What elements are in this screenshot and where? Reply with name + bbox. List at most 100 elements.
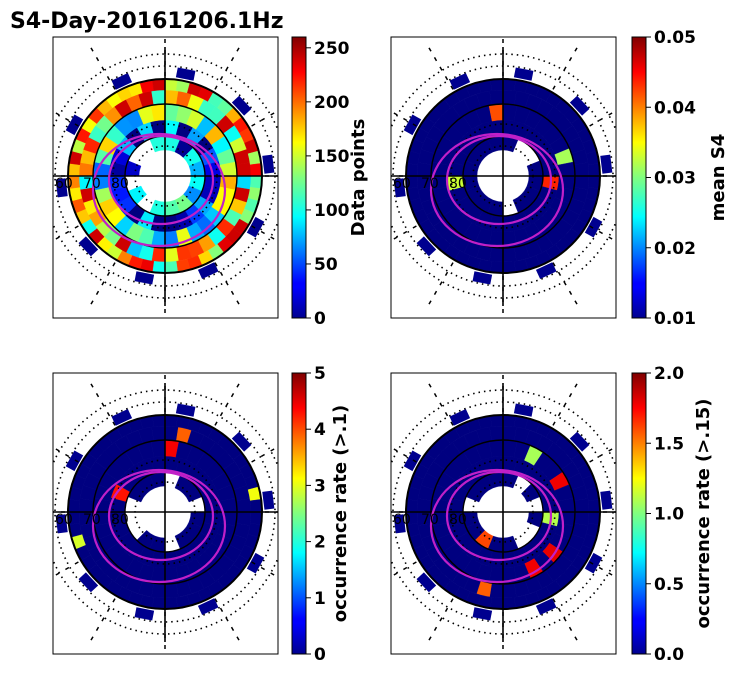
azimuth-spoke xyxy=(89,598,116,643)
azimuth-spoke xyxy=(589,109,616,127)
overlay-contour xyxy=(445,134,553,226)
heatmap-cell xyxy=(393,514,406,534)
azimuth-spoke xyxy=(427,598,454,643)
heatmap-cell xyxy=(513,67,534,81)
elevation-label: 60 xyxy=(55,512,73,528)
azimuth-spoke xyxy=(427,381,454,426)
heatmap-cell xyxy=(472,271,493,285)
colorbar-tick-label: 0.05 xyxy=(654,28,696,48)
azimuth-spoke xyxy=(251,225,278,243)
heatmap-cell xyxy=(490,414,504,427)
elevation-label: 70 xyxy=(421,512,439,528)
colorbar-bar xyxy=(291,372,307,655)
azimuth-spoke xyxy=(89,381,116,426)
overlay-contour xyxy=(91,468,227,584)
azimuth-spoke xyxy=(391,561,417,578)
azimuth-spoke xyxy=(214,45,241,90)
colorbar-bar xyxy=(291,36,307,319)
heatmap-cell xyxy=(151,89,166,106)
colorbar-label: Data points xyxy=(348,119,369,237)
heatmap-cell xyxy=(65,114,84,136)
heatmap-cell xyxy=(246,552,265,574)
polar-plot-area: 60 70 80 xyxy=(53,373,278,654)
heatmap-cell xyxy=(535,262,557,279)
azimuth-spoke xyxy=(427,262,454,307)
azimuth-spoke xyxy=(391,446,417,463)
heatmap-cell xyxy=(164,261,178,274)
azimuth-spoke xyxy=(53,110,79,127)
elevation-label: 60 xyxy=(393,512,411,528)
overlay-contour xyxy=(445,470,553,562)
colorbar-tick-label: 2 xyxy=(314,533,326,553)
heatmap-cell xyxy=(67,499,80,513)
heatmap-cell xyxy=(584,552,603,574)
heatmap-cell xyxy=(197,598,219,615)
colorbar-tick-label: 1.0 xyxy=(654,505,684,525)
azimuth-spoke xyxy=(552,598,579,643)
heatmap-cell xyxy=(231,95,252,116)
azimuth-spoke xyxy=(214,381,241,426)
heatmap-cell xyxy=(152,414,166,427)
heatmap-cell xyxy=(262,490,275,510)
heatmap-cell xyxy=(250,511,263,525)
heatmap-cell xyxy=(134,271,155,285)
heatmap-cell xyxy=(573,162,590,177)
heatmap-cell xyxy=(175,403,196,417)
heatmap-cell xyxy=(134,607,155,621)
colorbar-tick-label: 50 xyxy=(314,255,338,275)
heatmap-cell xyxy=(250,175,263,189)
overlay-contour xyxy=(429,132,565,248)
heatmap-cell xyxy=(152,261,166,274)
heatmap-cell xyxy=(588,511,601,525)
elevation-label: 70 xyxy=(421,176,439,192)
heatmap-cell xyxy=(164,414,178,427)
colorbar-tick-label: 0.0 xyxy=(654,645,684,665)
heatmap-cell xyxy=(403,450,422,472)
heatmap-cell xyxy=(164,246,179,263)
azimuth-spoke xyxy=(552,381,579,426)
colorbar-tick-label: 3 xyxy=(314,476,326,496)
heatmap-cell xyxy=(250,499,263,513)
heatmap-cell xyxy=(600,490,613,510)
elevation-label: 80 xyxy=(449,176,467,192)
heatmap-cell xyxy=(472,607,493,621)
azimuth-spoke xyxy=(53,225,79,242)
polar-panel-3: 60 70 80 0 1 2 3 4 5 occurrence rate (>.1) xyxy=(52,364,351,665)
figure-title: S4-Day-20161206.1Hz xyxy=(10,9,284,34)
overlay-contour xyxy=(91,132,227,248)
colorbar: 0.0 0.5 1.0 1.5 2.0 occurrence rate (>.15) xyxy=(631,364,714,665)
heatmap-cell xyxy=(67,163,80,177)
colorbar-tick-label: 0.01 xyxy=(654,309,696,329)
heatmap-cell xyxy=(246,216,265,238)
heatmap-cell xyxy=(416,572,437,593)
heatmap-cell xyxy=(588,499,601,513)
heatmap-cell xyxy=(262,154,275,174)
colorbar-tick-label: 1 xyxy=(314,589,326,609)
heatmap-cell xyxy=(588,163,601,177)
colorbar-tick-label: 0 xyxy=(314,309,326,329)
heatmap-cell xyxy=(78,236,99,257)
heatmap-cell xyxy=(489,425,504,442)
heatmap-cell xyxy=(164,597,178,610)
heatmap-cell xyxy=(588,175,601,189)
heatmap-cell xyxy=(175,67,196,81)
heatmap-cell xyxy=(573,498,590,513)
overlay-contour xyxy=(429,468,565,584)
colorbar: 0 50 100 150 200 250 Data points xyxy=(291,36,369,329)
heatmap-cell xyxy=(164,78,178,91)
heatmap-cell xyxy=(164,582,179,599)
colorbar-label: occurrence rate (>.1) xyxy=(330,405,351,622)
heatmap-cell xyxy=(393,178,406,198)
azimuth-spoke xyxy=(589,445,616,463)
elevation-label: 80 xyxy=(449,512,467,528)
heatmap-cell xyxy=(235,162,252,177)
colorbar-tick-label: 0.5 xyxy=(654,575,684,595)
colorbar-label: mean S4 xyxy=(708,134,729,222)
colorbar-tick-label: 250 xyxy=(314,39,350,59)
heatmap-cell xyxy=(111,73,133,90)
heatmap-cell xyxy=(152,597,166,610)
colorbar: 0.01 0.02 0.03 0.04 0.05 mean S4 xyxy=(631,28,729,329)
heatmap-cell xyxy=(416,236,437,257)
heatmap-cell xyxy=(502,597,516,610)
